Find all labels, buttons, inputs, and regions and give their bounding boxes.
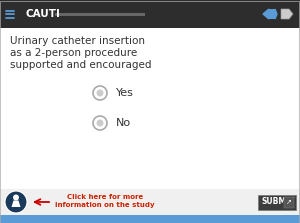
Bar [0,215,300,223]
Circle shape [93,116,107,130]
Circle shape [93,86,107,100]
Bar [0,28,300,203]
Text: ↗: ↗ [286,199,292,205]
Polygon shape [281,9,293,19]
Circle shape [13,194,19,200]
Text: as a 2-person procedure: as a 2-person procedure [10,48,137,58]
Circle shape [5,191,27,213]
Bar [284,196,294,207]
Bar [0,189,300,215]
Text: Urinary catheter insertion: Urinary catheter insertion [10,36,145,46]
Text: SUBMIT: SUBMIT [261,198,294,206]
Bar [269,9,275,19]
Polygon shape [263,9,269,19]
Bar [0,0,300,28]
Circle shape [97,89,104,97]
FancyBboxPatch shape [258,194,296,209]
Text: No: No [116,118,131,128]
Polygon shape [275,9,277,19]
Text: supported and encouraged: supported and encouraged [10,60,152,70]
Text: Yes: Yes [116,88,134,98]
Polygon shape [11,200,20,207]
Text: Click here for more
information on the study: Click here for more information on the s… [55,194,154,208]
Circle shape [97,120,104,126]
Bar [55,12,145,16]
Text: CAUTI: CAUTI [26,9,61,19]
